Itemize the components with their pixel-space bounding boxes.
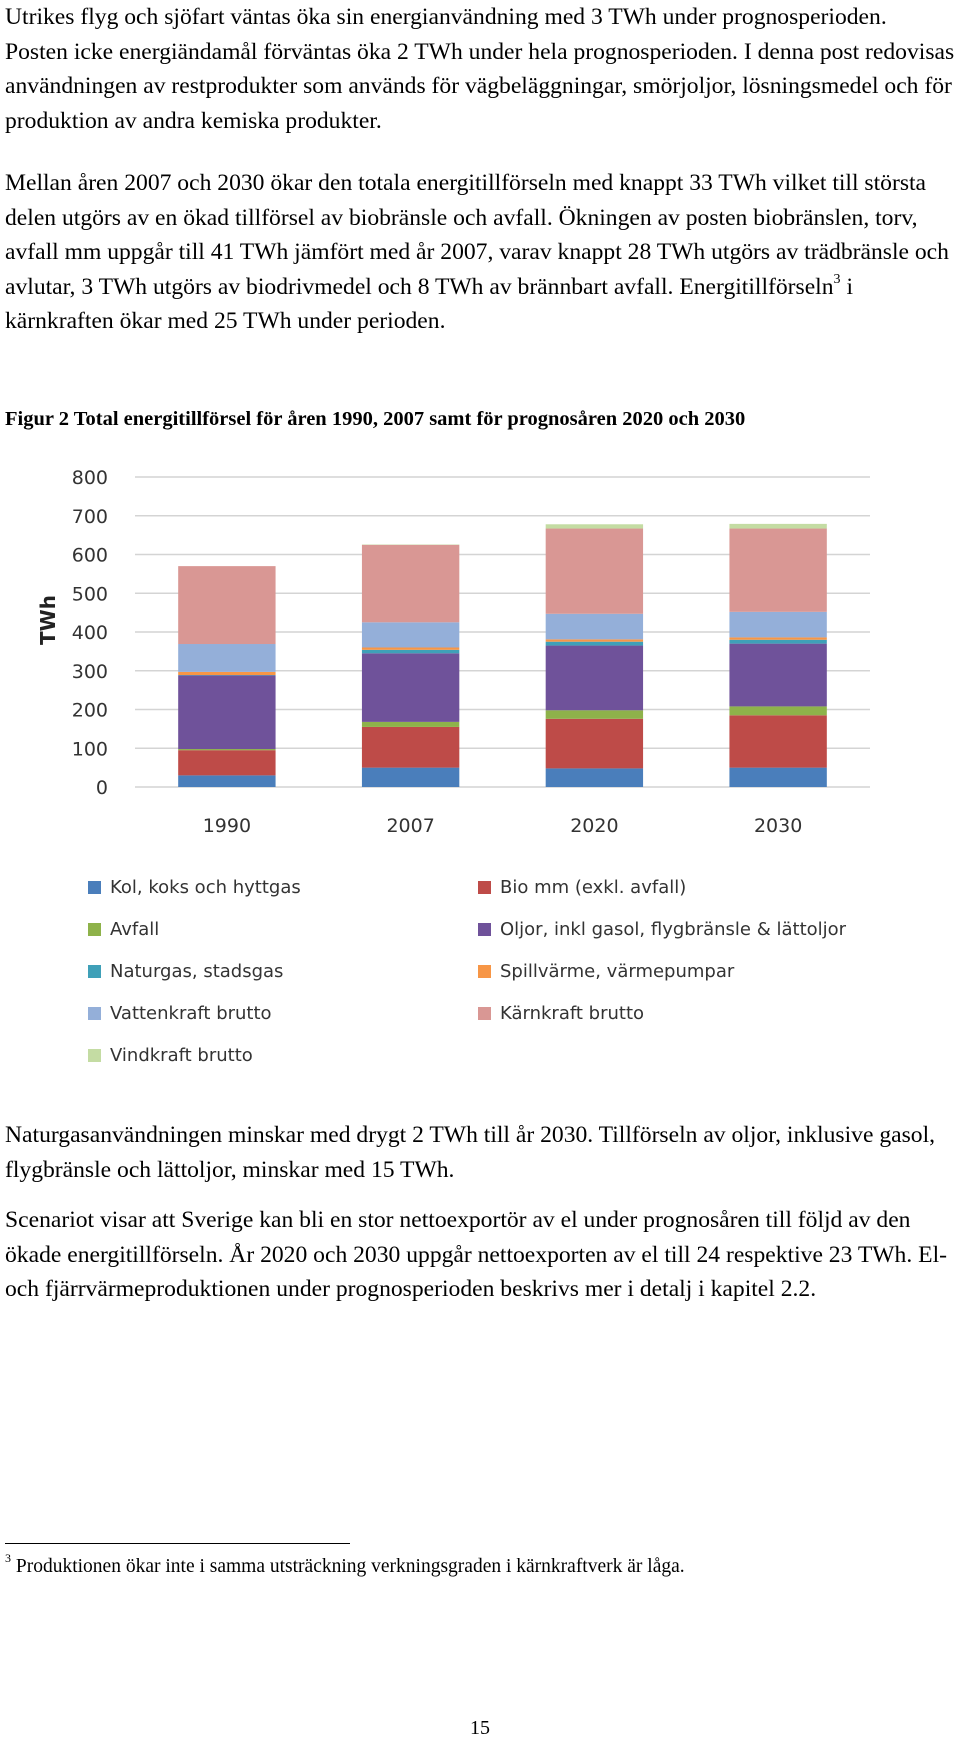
bar-segment bbox=[361, 544, 460, 623]
bar-segment bbox=[361, 653, 460, 722]
y-tick-label: 100 bbox=[72, 738, 108, 760]
x-tick-label: 1990 bbox=[203, 815, 251, 837]
footnote-marker: 3 bbox=[5, 1550, 11, 1565]
bar-segment bbox=[178, 671, 276, 676]
paragraph-energy-supply-text-2: i kärnkraften ökar med 25 TWh under peri… bbox=[5, 273, 854, 335]
paragraph-natural-gas: Naturgasanvändningen minskar med drygt 2… bbox=[5, 1122, 936, 1183]
bar-segment bbox=[361, 767, 460, 787]
legend-label: Kärnkraft brutto bbox=[500, 1003, 644, 1024]
footnote-reference[interactable]: 3 bbox=[833, 271, 841, 287]
y-tick-label: 0 bbox=[96, 777, 108, 799]
y-tick-label: 800 bbox=[72, 467, 108, 489]
bar-segment bbox=[178, 675, 276, 750]
chart-bars bbox=[178, 523, 827, 787]
bar-segment bbox=[361, 649, 460, 654]
bar-segment bbox=[545, 528, 644, 614]
y-tick-label: 200 bbox=[72, 700, 108, 722]
bar-segment bbox=[729, 528, 827, 612]
bar-segment bbox=[361, 721, 460, 727]
legend-swatch bbox=[88, 1007, 101, 1020]
chart-y-axis-label: TWh bbox=[36, 595, 60, 645]
legend-swatch bbox=[478, 881, 491, 894]
bar-segment bbox=[361, 726, 460, 768]
bar-segment bbox=[729, 637, 827, 640]
y-tick-label: 300 bbox=[72, 661, 108, 683]
bar-segment bbox=[178, 566, 276, 645]
legend-swatch bbox=[88, 965, 101, 978]
chart-y-ticks: 0 100 200 300 400 500 600 700 800 bbox=[72, 467, 108, 799]
footnote: 3 Produktionen ökar inte i samma utsträc… bbox=[5, 1550, 955, 1581]
bar-segment bbox=[729, 639, 827, 644]
y-tick-label: 500 bbox=[72, 583, 108, 605]
paragraph-intro: Utrikes flyg och sjöfart väntas öka sin … bbox=[5, 4, 955, 134]
bar-segment bbox=[545, 768, 644, 787]
legend-swatch bbox=[88, 923, 101, 936]
legend-swatch bbox=[478, 1007, 491, 1020]
legend-label: Bio mm (exkl. avfall) bbox=[500, 877, 686, 898]
bar-segment bbox=[729, 523, 827, 529]
chart-legend: Kol, koks och hyttgas Bio mm (exkl. avfal… bbox=[88, 877, 847, 1066]
legend-label: Vindkraft brutto bbox=[110, 1045, 253, 1066]
bar-segment bbox=[545, 639, 644, 642]
chart-x-ticks: 1990 2007 2020 2030 bbox=[203, 815, 803, 837]
bar-segment bbox=[361, 647, 460, 650]
legend-label: Kol, koks och hyttgas bbox=[110, 877, 301, 898]
y-tick-label: 400 bbox=[72, 622, 108, 644]
x-tick-label: 2020 bbox=[570, 815, 618, 837]
bar-segment bbox=[729, 715, 827, 768]
bar-segment bbox=[361, 622, 460, 648]
bar-segment bbox=[545, 613, 644, 640]
x-tick-label: 2007 bbox=[386, 815, 434, 837]
footnote-text: Produktionen ökar inte i samma utsträckn… bbox=[15, 1556, 685, 1577]
legend-label: Naturgas, stadsgas bbox=[110, 961, 283, 982]
bar-segment bbox=[178, 775, 276, 787]
footnote-divider bbox=[5, 1543, 350, 1544]
bar-segment bbox=[545, 524, 644, 529]
legend-label: Oljor, inkl gasol, flygbränsle & lättolj… bbox=[500, 919, 847, 940]
bar-segment bbox=[729, 611, 827, 638]
bar-segment bbox=[178, 644, 276, 672]
bar-segment bbox=[545, 718, 644, 769]
legend-label: Avfall bbox=[110, 919, 159, 940]
paragraph-energy-supply: Mellan åren 2007 och 2030 ökar den total… bbox=[5, 166, 955, 339]
legend-label: Vattenkraft brutto bbox=[110, 1003, 272, 1024]
legend-swatch bbox=[88, 881, 101, 894]
bar-segment bbox=[729, 643, 827, 707]
paragraph-energy-supply-text-1: Mellan åren 2007 och 2030 ökar den total… bbox=[5, 170, 949, 300]
figure-caption: Figur 2 Total energitillförsel för åren … bbox=[5, 408, 746, 430]
stacked-bar-chart: 0 100 200 300 400 500 600 700 800 1990 2007 2020 20… bbox=[36, 467, 870, 1066]
legend-swatch bbox=[88, 1049, 101, 1062]
x-tick-label: 2030 bbox=[754, 815, 802, 837]
y-tick-label: 600 bbox=[72, 545, 108, 567]
bar-segment bbox=[178, 750, 276, 776]
bar-segment bbox=[729, 767, 827, 787]
bar-segment bbox=[178, 749, 276, 751]
page-number: 15 bbox=[470, 1717, 490, 1739]
paragraph-net-export: Scenariot visar att Sverige kan bli en s… bbox=[5, 1207, 947, 1302]
legend-label: Spillvärme, värmepumpar bbox=[500, 961, 735, 982]
bar-segment bbox=[545, 645, 644, 711]
y-tick-label: 700 bbox=[72, 506, 108, 528]
legend-swatch bbox=[478, 923, 491, 936]
bar-segment bbox=[545, 641, 644, 646]
legend-swatch bbox=[478, 965, 491, 978]
bar-segment bbox=[545, 710, 644, 719]
bar-segment bbox=[729, 706, 827, 716]
